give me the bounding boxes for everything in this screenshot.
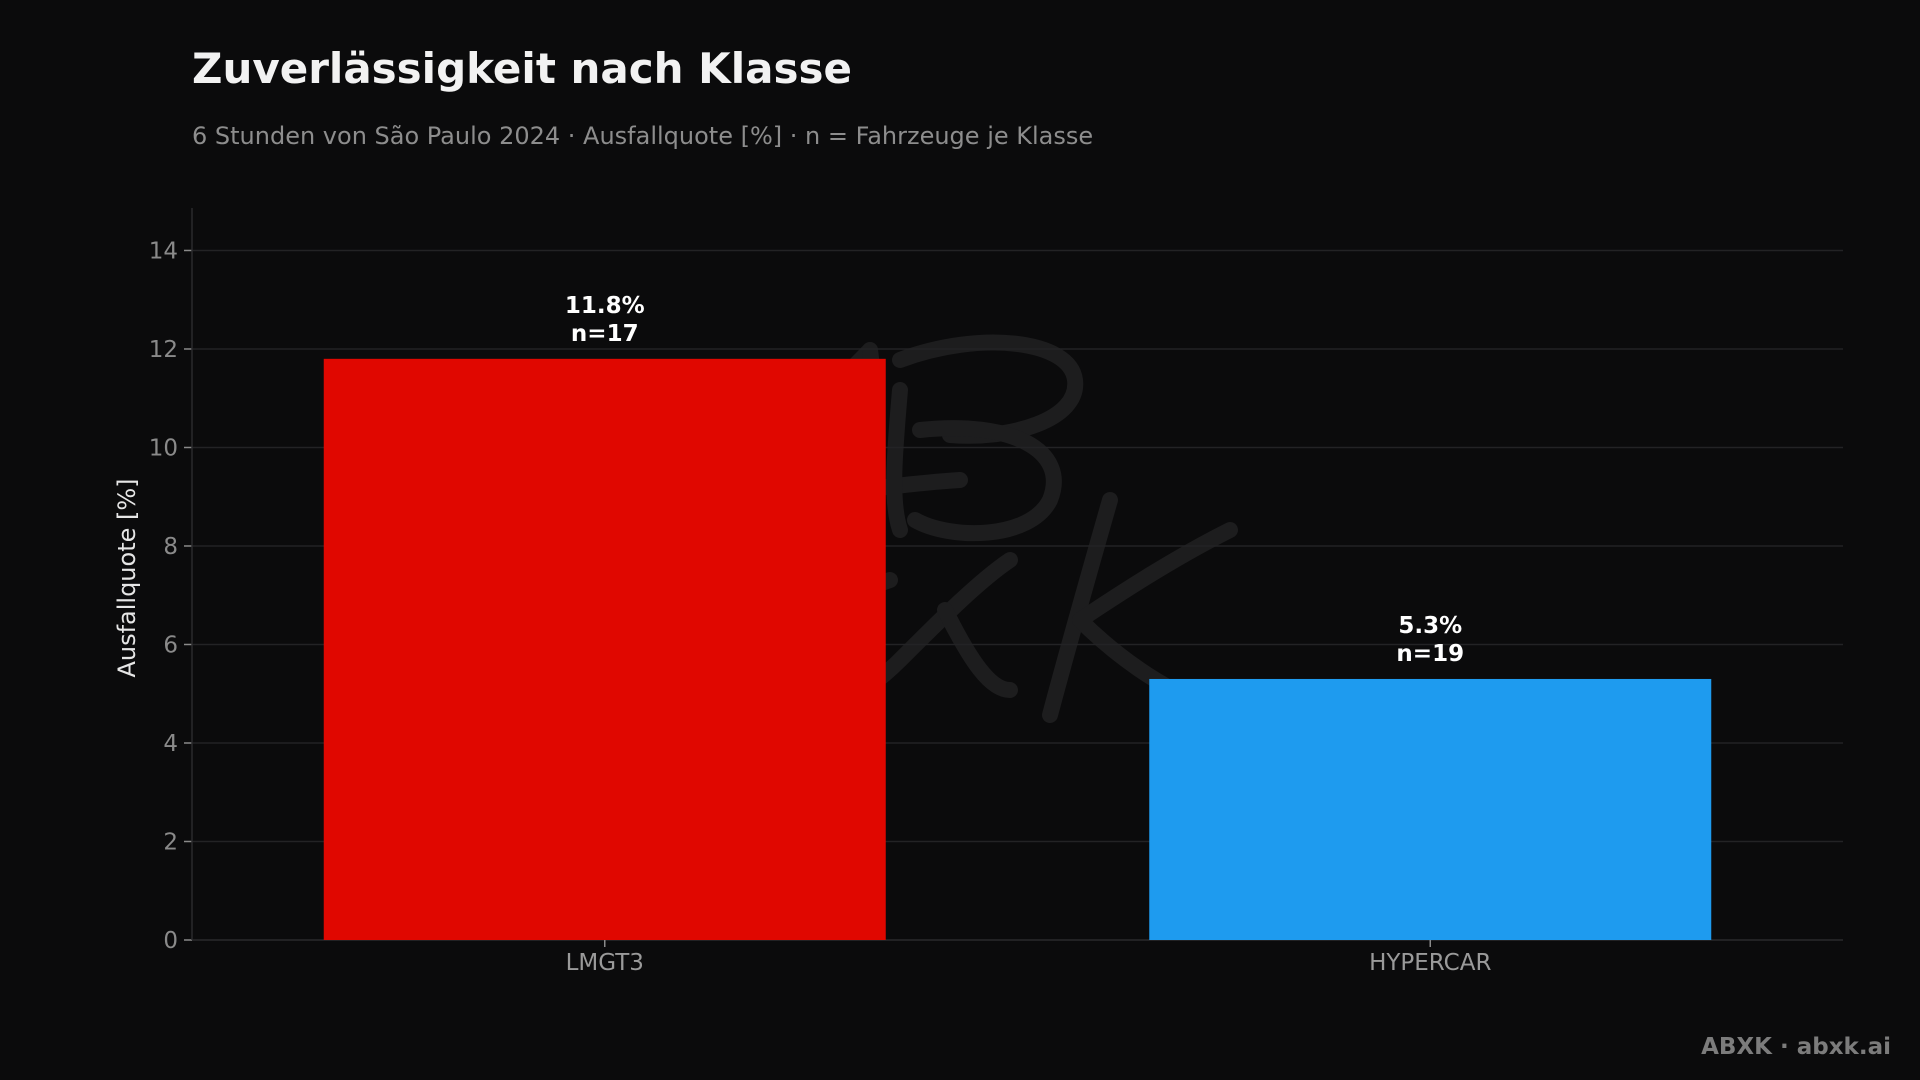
bar-lmgt3: [323, 358, 886, 940]
bar-n-label: n=19: [1396, 641, 1464, 667]
bar-n-label: n=17: [571, 321, 639, 347]
bar-value-label: 5.3%: [1398, 613, 1462, 639]
watermark-stroke-9: [1072, 522, 1238, 713]
y-tick-label: 6: [163, 632, 178, 658]
chart-title: Zuverlässigkeit nach Klasse: [192, 44, 852, 93]
bar-hypercar: [1149, 678, 1712, 940]
y-tick-label: 14: [149, 238, 178, 264]
y-tick-label: 12: [149, 337, 178, 363]
y-tick-label: 4: [163, 731, 178, 757]
watermark-stroke-4: [907, 420, 1062, 542]
watermark-stroke-5: [886, 382, 908, 538]
data-labels: 11.8%n=17 5.3%n=19: [565, 293, 1464, 667]
x-category-label: HYPERCAR: [1369, 950, 1491, 976]
watermark-stroke-8: [1042, 492, 1118, 723]
bars: [323, 358, 1712, 940]
x-category-label: LMGT3: [566, 950, 644, 976]
bar-value-label: 11.8%: [565, 293, 645, 319]
chart-subtitle: 6 Stunden von São Paulo 2024 · Ausfallqu…: [192, 122, 1094, 150]
footer-credit: ABXK · abxk.ai: [1701, 1034, 1891, 1060]
y-tick-label: 0: [163, 928, 178, 954]
y-tick-label: 2: [163, 829, 178, 855]
y-tick-label: 8: [163, 534, 178, 560]
y-tick-label: 10: [149, 435, 178, 461]
watermark-stroke-7: [937, 602, 1018, 698]
y-axis-title: Ausfallquote [%]: [113, 478, 141, 677]
